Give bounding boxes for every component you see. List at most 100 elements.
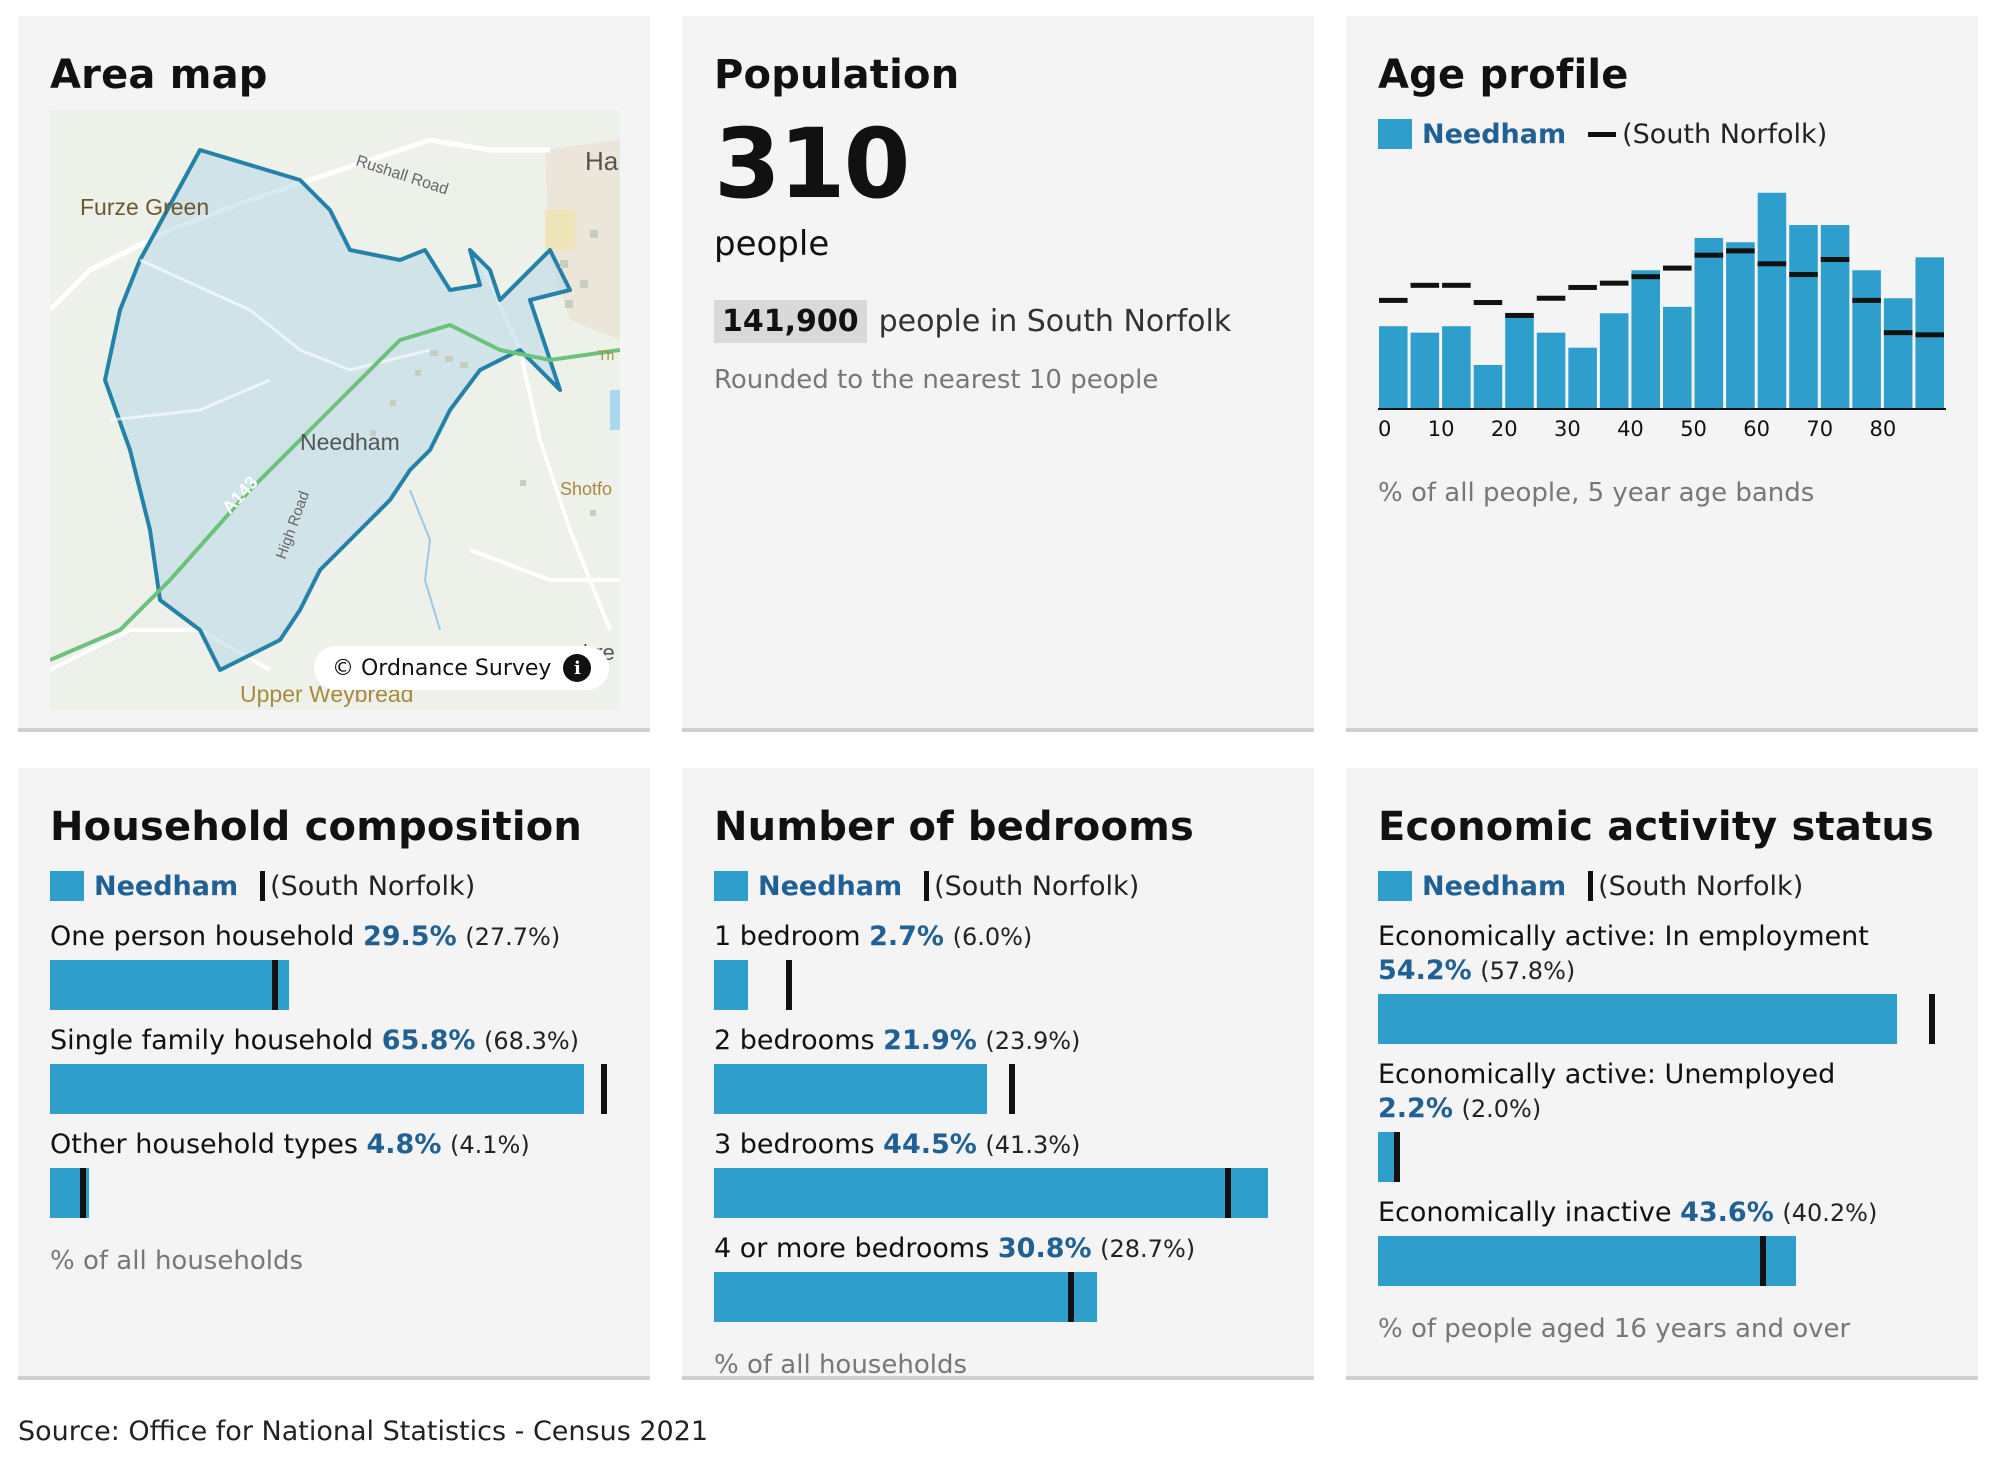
x-tick-label: 40 xyxy=(1617,417,1644,441)
area-map-title: Area map xyxy=(50,52,268,98)
age-comparison-marker xyxy=(1473,300,1503,306)
population-note: Rounded to the nearest 10 people xyxy=(714,365,1159,395)
bar-value: 54.2% xyxy=(1378,955,1472,986)
age-comparison-marker xyxy=(1536,295,1566,301)
population-title: Population xyxy=(714,52,960,98)
age-bar xyxy=(1568,347,1597,408)
household-bars: One person household 29.5% (27.7%) Single… xyxy=(50,920,618,1218)
legend-comparison-name: (South Norfolk) xyxy=(934,870,1140,902)
bar-track xyxy=(714,1272,1282,1322)
bar-value: 44.5% xyxy=(883,1129,977,1160)
bar-label: Other household types 4.8% (4.1%) xyxy=(50,1128,618,1162)
age-bar xyxy=(1599,313,1629,408)
bar-value: 21.9% xyxy=(883,1025,977,1056)
comparison-text: people in South Norfolk xyxy=(878,304,1232,339)
legend-comparison-marker xyxy=(924,871,930,901)
bar-category: Economically active: Unemployed xyxy=(1378,1059,1836,1090)
legend-comparison-marker xyxy=(1588,871,1594,901)
bar-category: 4 or more bedrooms xyxy=(714,1233,998,1264)
bar-category: 1 bedroom xyxy=(714,921,870,952)
th-label: Th xyxy=(598,347,614,363)
economic-note: % of people aged 16 years and over xyxy=(1378,1314,1851,1344)
bar-category: Economically active: In employment xyxy=(1378,921,1869,952)
age-bar xyxy=(1410,332,1440,408)
minor-road xyxy=(429,137,550,153)
economic-title: Economic activity status xyxy=(1378,804,1935,850)
info-icon[interactable]: i xyxy=(563,654,592,682)
age-comparison-marker xyxy=(1883,330,1913,336)
age-comparison-marker xyxy=(1694,252,1724,258)
population-comparison: 141,900 people in South Norfolk xyxy=(714,300,1282,343)
household-note: % of all households xyxy=(50,1246,304,1276)
bedrooms-card: Number of bedrooms Needham (South Norfol… xyxy=(682,768,1314,1380)
bar-fill xyxy=(50,960,290,1010)
map-attribution: © Ordnance Survey i xyxy=(314,646,610,690)
bar-track xyxy=(1378,1132,1946,1182)
bar-label: Economically active: Unemployed 2.2% (2.… xyxy=(1378,1058,1946,1126)
bar-comparison-value: (4.1%) xyxy=(449,1131,530,1159)
age-comparison-marker xyxy=(1726,248,1755,254)
bar-label: 1 bedroom 2.7% (6.0%) xyxy=(714,920,1282,954)
age-comparison-marker xyxy=(1789,272,1818,278)
bar-fill xyxy=(1378,994,1898,1044)
legend-area-name: Needham xyxy=(758,870,903,902)
legend-area-swatch xyxy=(1378,119,1412,149)
yellow-patch xyxy=(545,210,575,250)
age-comparison-marker xyxy=(1379,297,1408,303)
stream xyxy=(409,489,441,631)
bar-value: 2.7% xyxy=(869,921,944,952)
age-bar xyxy=(1757,192,1787,408)
legend-comparison-name: (South Norfolk) xyxy=(270,870,476,902)
legend-area-swatch xyxy=(714,871,748,901)
bar-comparison-value: (6.0%) xyxy=(952,923,1033,951)
comparison-marker xyxy=(1225,1168,1232,1218)
bar-comparison-value: (2.0%) xyxy=(1461,1095,1542,1123)
legend-area-swatch xyxy=(50,871,84,901)
bar-comparison-value: (68.3%) xyxy=(484,1027,580,1055)
legend-comparison-marker xyxy=(1588,131,1617,137)
population-card: Population 310 people 141,900 people in … xyxy=(682,16,1314,732)
age-bar xyxy=(1852,270,1881,408)
map-canvas: Furze Green Rushall Road Needham A143 Hi… xyxy=(50,110,620,710)
bar-fill xyxy=(714,960,748,1010)
economic-card: Economic activity status Needham (South … xyxy=(1346,768,1978,1380)
x-tick-label: 0 xyxy=(1378,417,1391,441)
bar-label: Economically active: In employment 54.2%… xyxy=(1378,920,1946,988)
age-bar xyxy=(1505,313,1534,408)
legend-area-swatch xyxy=(1378,871,1412,901)
comparison-marker xyxy=(80,1168,87,1218)
age-comparison-marker xyxy=(1757,261,1787,267)
needham-label: Needham xyxy=(300,429,400,455)
comparison-value-badge: 141,900 xyxy=(714,300,867,343)
a143-road xyxy=(50,322,620,662)
population-value: 310 xyxy=(714,108,910,220)
age-comparison-marker xyxy=(1915,332,1944,338)
x-tick-label: 70 xyxy=(1806,417,1833,441)
economic-bars: Economically active: In employment 54.2%… xyxy=(1378,920,1946,1286)
age-bar xyxy=(1631,270,1660,408)
age-bar xyxy=(1820,225,1850,408)
bar-fill xyxy=(714,1064,987,1114)
age-profile-card: Age profile Needham (South Norfolk) 0 10 2… xyxy=(1346,16,1978,732)
bar-fill xyxy=(714,1272,1098,1322)
age-profile-title: Age profile xyxy=(1378,52,1629,98)
age-profile-chart: 0 10 20 30 40 50 60 70 80 xyxy=(1378,192,1946,441)
age-bar xyxy=(1883,298,1913,408)
bar-label: Economically inactive 43.6% (40.2%) xyxy=(1378,1196,1946,1230)
ha-label: Ha xyxy=(585,146,619,176)
economic-legend: Needham (South Norfolk) xyxy=(1378,866,1946,906)
bar-value: 4.8% xyxy=(366,1129,442,1160)
x-tick-label: 30 xyxy=(1554,417,1581,441)
legend-area-name: Needham xyxy=(1422,870,1567,902)
bar-track xyxy=(714,1064,1282,1114)
age-comparison-marker xyxy=(1505,312,1534,318)
area-map[interactable]: Furze Green Rushall Road Needham A143 Hi… xyxy=(50,110,620,710)
legend-comparison-marker xyxy=(260,871,266,901)
age-comparison-marker xyxy=(1410,282,1440,288)
age-comparison-marker xyxy=(1820,256,1850,262)
comparison-marker xyxy=(1760,1236,1767,1286)
legend-area-name: Needham xyxy=(94,870,239,902)
shotford-label: Shotfo xyxy=(560,479,612,499)
bar-fill xyxy=(50,1064,584,1114)
bar-value: 43.6% xyxy=(1680,1197,1774,1228)
